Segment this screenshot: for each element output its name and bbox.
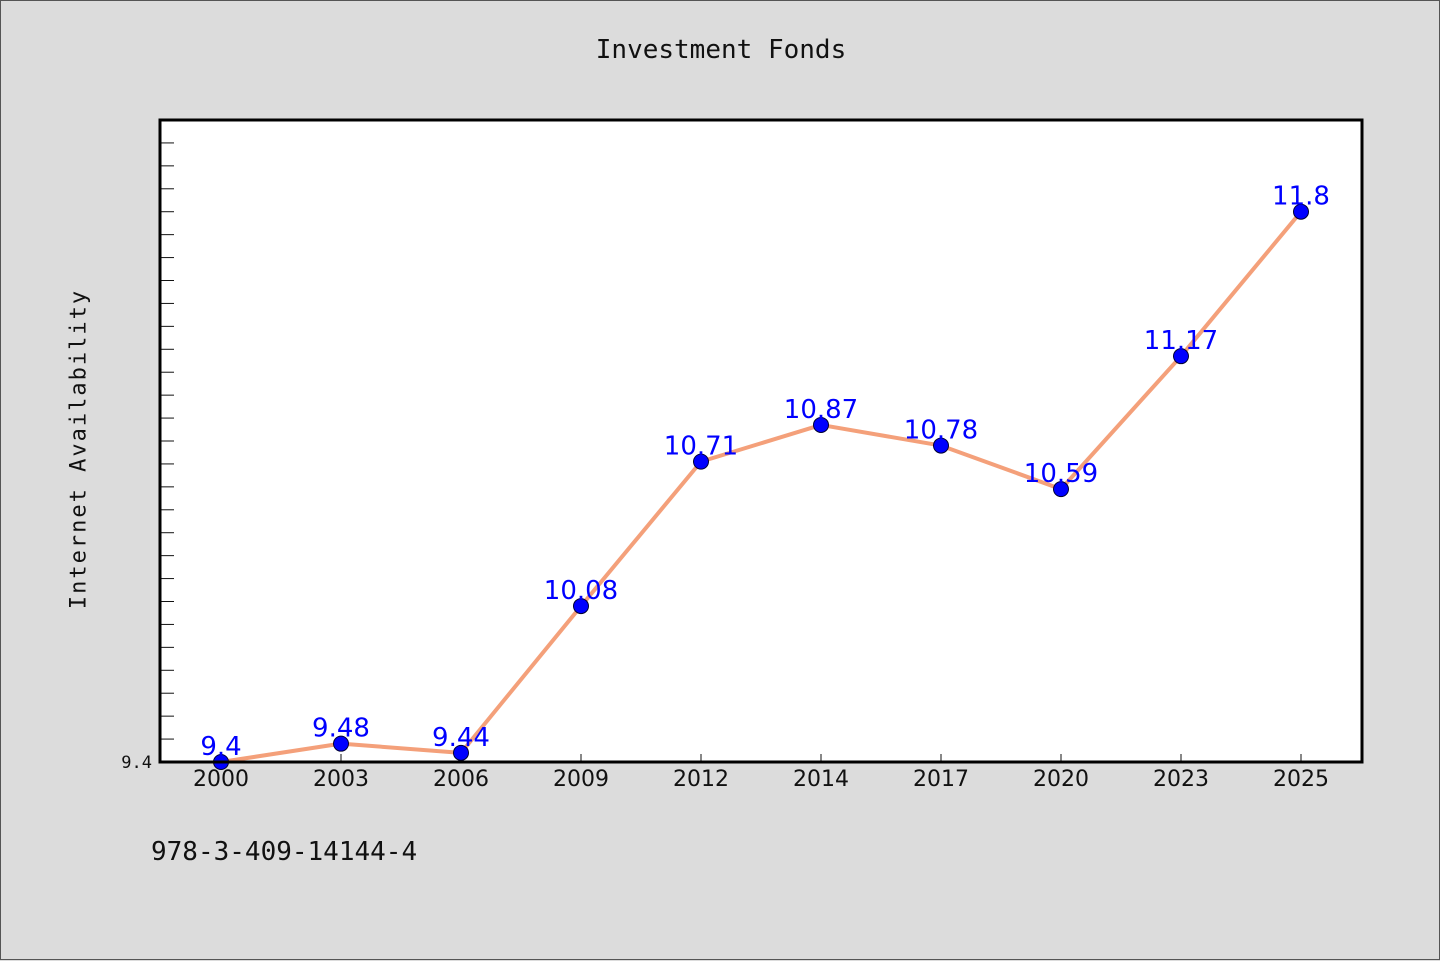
data-label: 10.59 [1024,459,1098,489]
x-tick-label: 2014 [793,767,849,792]
x-tick-label: 2009 [553,767,609,792]
footnote-isbn: 978-3-409-14144-4 [151,837,418,867]
data-label: 9.48 [312,714,370,744]
data-point [813,416,829,433]
x-tick-label: 2003 [313,767,369,792]
x-tick-label: 2025 [1273,767,1329,792]
data-label: 10.71 [664,432,738,462]
data-label: 11.17 [1144,326,1218,356]
data-point [453,744,469,761]
plot-border [158,118,1364,764]
x-tick-label: 2023 [1153,767,1209,792]
x-tick-label: 2020 [1033,767,1089,792]
data-point [1293,203,1309,220]
chart-title: Investment Fonds [595,35,847,65]
y-tick-label: 9.4 [121,753,152,773]
data-label: 9.44 [432,723,490,753]
data-label: 10.08 [544,576,618,606]
x-tick-label: 2006 [433,767,489,792]
data-label: 9.4 [200,732,241,762]
data-point [933,437,949,454]
x-tick-label: 2017 [913,767,969,792]
data-point [1173,348,1189,365]
data-point [693,453,709,470]
data-label: 10.87 [784,395,858,425]
x-tick-label: 2000 [193,767,249,792]
data-point [573,598,589,615]
data-point [333,735,349,752]
series-line [219,209,1303,764]
x-tick-label: 2012 [673,767,729,792]
data-point [1053,481,1069,498]
data-label: 10.78 [904,416,978,446]
plot-area [160,120,1362,762]
data-label: 11.8 [1272,182,1330,212]
